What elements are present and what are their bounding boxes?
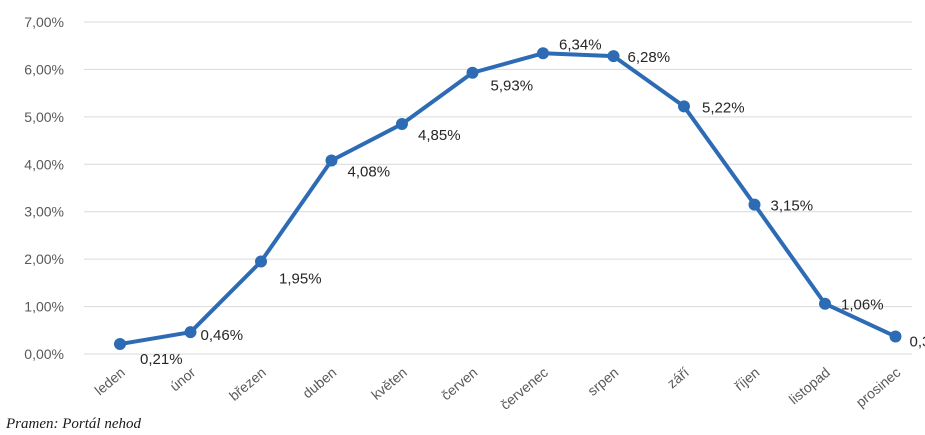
data-point [114,338,126,351]
x-tick-label: listopad [786,364,833,407]
data-label: 6,28% [628,49,671,66]
x-tick-label: září [664,364,692,391]
y-tick-label: 1,00% [24,299,64,315]
source-note: Pramen: Portál nehod [6,416,141,432]
x-axis-tick-labels: leden únor březen duben květen červen červenec… [91,364,903,413]
data-label: 5,93% [491,78,534,95]
y-tick-label: 0,00% [24,346,64,362]
series-line [119,51,897,347]
x-tick-label: leden [91,364,128,398]
y-tick-label: 5,00% [24,109,64,125]
data-label: 6,34% [559,36,602,53]
data-point [819,297,831,310]
data-label: 5,22% [702,99,745,116]
x-tick-label: říjen [731,364,762,394]
gridlines [84,21,912,355]
data-point [678,100,690,113]
x-tick-label: únor [167,364,199,394]
data-point [889,330,902,343]
y-tick-label: 3,00% [24,204,64,220]
data-label: 1,06% [841,297,884,314]
x-tick-label: březen [226,364,269,404]
data-label: 0,46% [201,327,244,344]
data-label: 0,37% [910,333,925,350]
y-tick-label: 4,00% [24,156,64,172]
data-label: 0,21% [140,351,183,368]
y-axis-tick-labels: 0,00% 1,00% 2,00% 3,00% 4,00% 5,00% 6,00% 7,00% [24,14,64,362]
data-point [255,255,267,268]
x-tick-label: červenec [497,364,551,413]
data-point [466,66,479,79]
data-label: 3,15% [771,198,814,215]
data-labels: 0,21% 0,46% 1,95% 4,08% 4,85% 5,93% 6,34% 6,28%… [140,36,925,368]
data-label: 4,85% [418,127,461,144]
x-tick-label: duben [299,364,339,401]
x-tick-label: prosinec [853,364,904,410]
data-label: 4,08% [348,163,391,180]
data-point [537,47,549,60]
data-point [748,198,761,211]
data-point [607,50,620,63]
data-point [325,154,338,167]
y-tick-label: 7,00% [24,14,64,30]
series-monthly-share [114,47,902,351]
data-point [184,326,197,339]
data-label: 1,95% [279,271,322,288]
x-tick-label: srpen [584,364,621,399]
y-tick-label: 6,00% [24,61,64,77]
data-point [396,117,408,130]
x-tick-label: květen [368,364,410,403]
x-tick-label: červen [438,364,480,403]
y-tick-label: 2,00% [24,251,64,267]
